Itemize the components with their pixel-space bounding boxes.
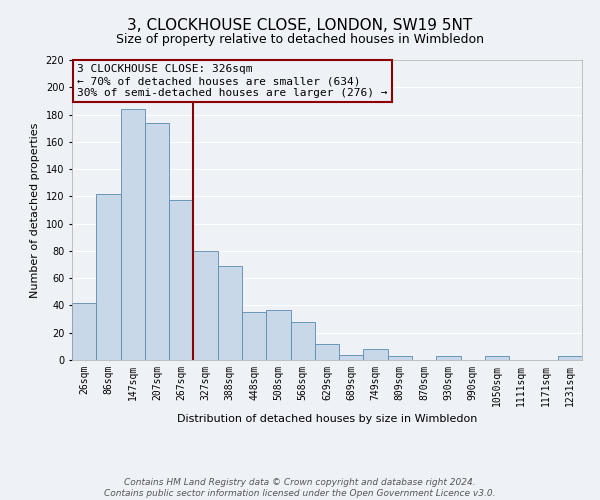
Bar (436, 356, 461, 360)
Text: 3, CLOCKHOUSE CLOSE, LONDON, SW19 5NT: 3, CLOCKHOUSE CLOSE, LONDON, SW19 5NT (127, 18, 473, 32)
X-axis label: Distribution of detached houses by size in Wimbledon: Distribution of detached houses by size … (177, 414, 477, 424)
Bar (145, 122, 169, 360)
Bar (388, 356, 412, 360)
Bar (242, 312, 266, 360)
Bar (558, 356, 582, 360)
Bar (218, 266, 242, 360)
Bar (266, 310, 290, 360)
Bar (364, 349, 388, 360)
Y-axis label: Number of detached properties: Number of detached properties (30, 122, 40, 298)
Bar (169, 200, 193, 360)
Bar (315, 344, 339, 360)
Bar (193, 251, 218, 360)
Text: Contains HM Land Registry data © Crown copyright and database right 2024.
Contai: Contains HM Land Registry data © Crown c… (104, 478, 496, 498)
Bar (290, 322, 315, 360)
Text: 3 CLOCKHOUSE CLOSE: 326sqm
← 70% of detached houses are smaller (634)
30% of sem: 3 CLOCKHOUSE CLOSE: 326sqm ← 70% of deta… (77, 64, 388, 98)
Text: Size of property relative to detached houses in Wimbledon: Size of property relative to detached ho… (116, 32, 484, 46)
Bar (121, 109, 145, 360)
Bar (485, 356, 509, 360)
Bar (96, 194, 121, 360)
Bar (339, 354, 364, 360)
Bar (72, 302, 96, 360)
